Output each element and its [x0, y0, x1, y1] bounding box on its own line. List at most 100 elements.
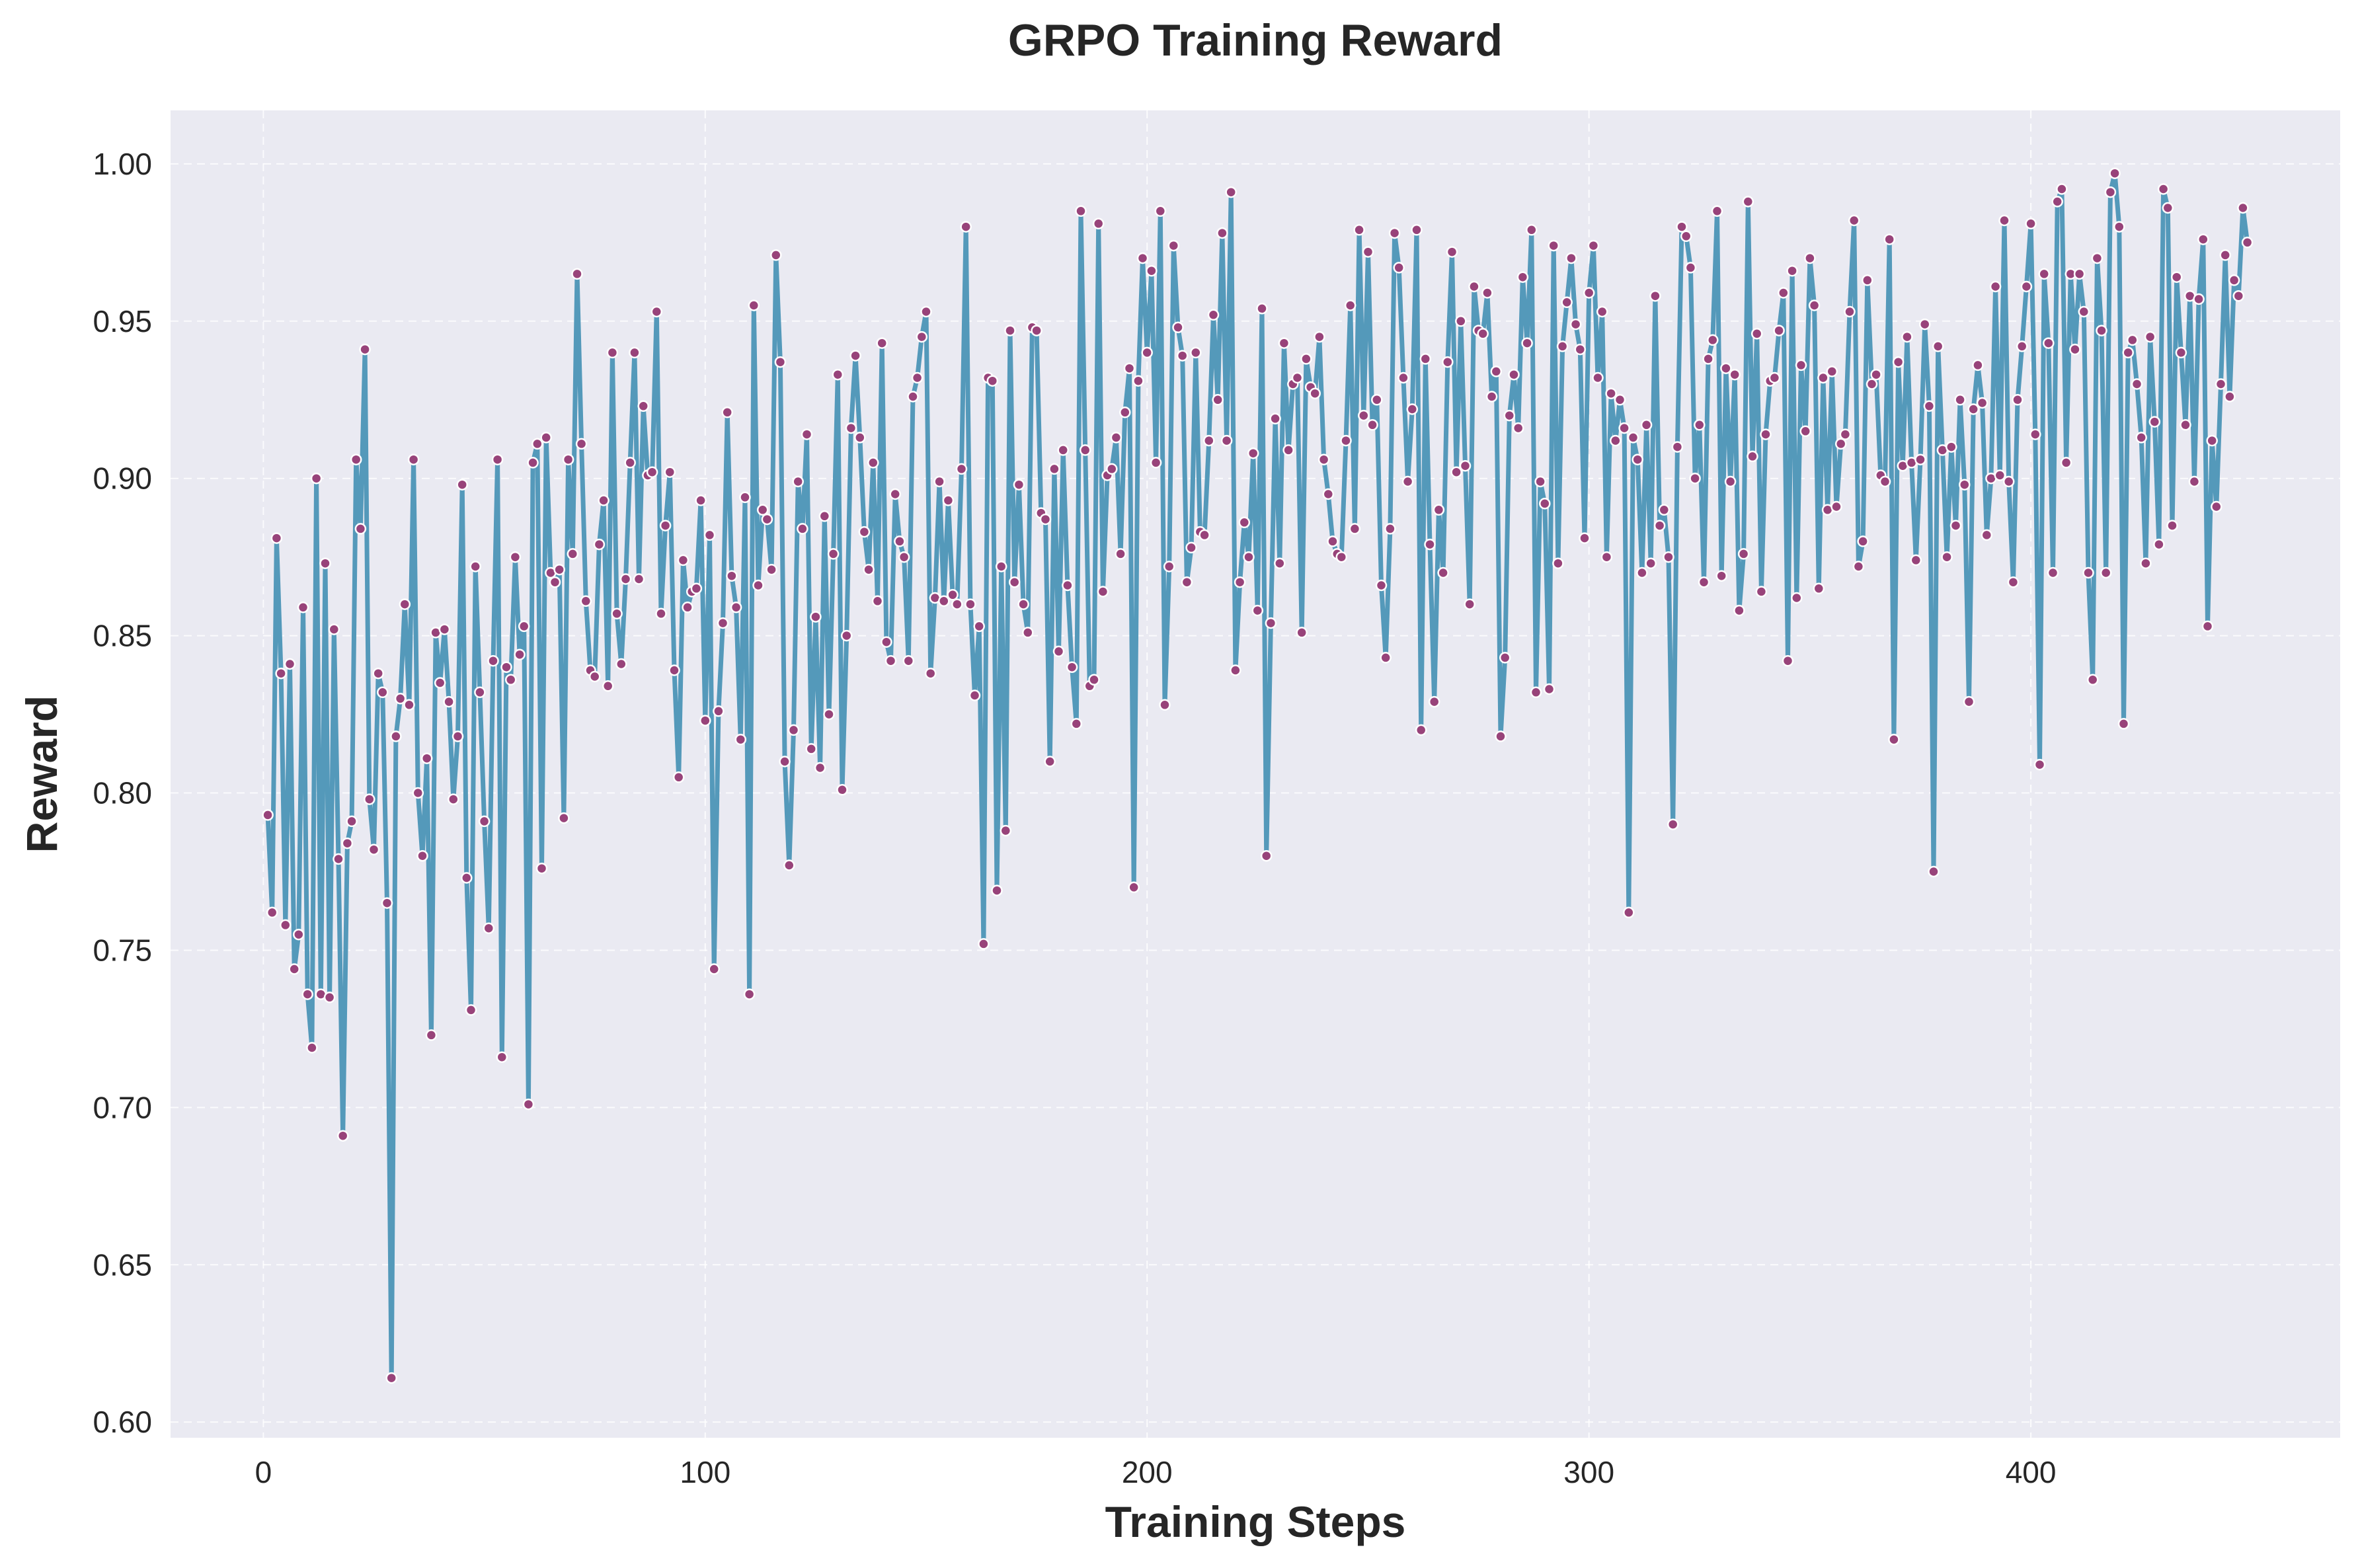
y-tick-label: 0.65 [93, 1247, 152, 1282]
data-point [2073, 268, 2086, 280]
data-point [1932, 340, 1944, 352]
data-point [1892, 356, 1905, 368]
data-point [717, 617, 729, 629]
data-point [611, 608, 623, 620]
data-point [832, 368, 844, 381]
data-point [368, 843, 380, 855]
data-point [1256, 303, 1268, 315]
data-point [1031, 325, 1042, 336]
data-point [1234, 576, 1246, 588]
data-point [1004, 325, 1016, 336]
data-point [1569, 318, 1582, 331]
data-point [381, 897, 393, 909]
data-point [2215, 378, 2227, 390]
data-point [2193, 293, 2205, 305]
data-point [1106, 463, 1118, 475]
data-point [2096, 325, 2107, 336]
data-point [1000, 824, 1012, 837]
data-point [1848, 214, 1860, 227]
data-point [1230, 664, 1241, 676]
data-point [1592, 372, 1604, 384]
data-point [973, 620, 985, 633]
data-point [1092, 217, 1105, 230]
data-point [889, 488, 901, 500]
data-point [443, 695, 455, 708]
data-point [1481, 287, 1493, 299]
data-point [1729, 368, 1741, 381]
data-point [810, 611, 822, 623]
data-point [1296, 627, 1308, 639]
data-point [1618, 422, 1630, 434]
data-point [354, 523, 367, 535]
data-point [1972, 359, 1984, 372]
data-point [1632, 453, 1643, 465]
data-point [1658, 504, 1671, 516]
data-point [491, 453, 504, 465]
data-point [2016, 340, 2028, 352]
data-point [1614, 394, 1626, 406]
y-tick-label: 0.80 [93, 776, 152, 810]
data-point [461, 872, 473, 884]
data-point [779, 756, 791, 767]
data-point [571, 268, 583, 280]
data-point [478, 815, 491, 828]
data-point [1052, 645, 1065, 658]
data-point [328, 623, 340, 635]
data-point [567, 548, 579, 560]
data-point [1212, 394, 1224, 406]
data-point [535, 862, 548, 875]
data-point [1146, 264, 1158, 277]
data-point [1883, 233, 1895, 245]
data-point [739, 491, 751, 504]
y-tick-label: 0.70 [93, 1090, 152, 1124]
data-point [911, 372, 924, 384]
data-point [580, 595, 592, 608]
data-point [1830, 500, 1842, 513]
data-point [487, 654, 499, 667]
data-point [1318, 453, 1330, 465]
data-point [1349, 523, 1361, 535]
data-points [262, 167, 2254, 1384]
data-point [407, 453, 420, 465]
data-point [2043, 337, 2055, 349]
data-point [774, 356, 787, 368]
data-point [266, 906, 278, 919]
data-point [390, 730, 402, 742]
data-point [920, 305, 932, 318]
data-point [1048, 463, 1060, 475]
data-point [306, 1042, 318, 1054]
data-point [575, 438, 588, 450]
data-point [2157, 183, 2170, 195]
data-point [1442, 356, 1454, 368]
data-point [1981, 529, 1993, 541]
data-point [438, 623, 451, 635]
data-point [1755, 586, 1768, 598]
data-point [1163, 561, 1175, 572]
data-point [748, 299, 760, 311]
x-tick-label: 400 [2006, 1455, 2057, 1489]
data-point [955, 463, 968, 475]
y-axis-label: Reward [17, 695, 66, 853]
data-point [1088, 674, 1100, 686]
data-point [2188, 475, 2201, 488]
data-point [1455, 315, 1467, 327]
data-point [385, 1372, 397, 1384]
data-point [1941, 551, 1953, 563]
data-point [1786, 264, 1798, 277]
data-point [2029, 428, 2041, 440]
data-point [947, 589, 959, 601]
data-point [270, 532, 283, 544]
data-point [606, 346, 619, 359]
data-point [2206, 434, 2218, 447]
data-point [1225, 186, 1237, 198]
data-point [1340, 434, 1352, 447]
data-point [2166, 520, 2178, 531]
data-point [1070, 718, 1083, 730]
data-point [2131, 378, 2143, 390]
data-point [1265, 617, 1277, 629]
data-point [1388, 227, 1401, 239]
chart-title: GRPO Training Reward [1008, 15, 1503, 65]
data-point [372, 667, 384, 680]
data-point [496, 1051, 508, 1063]
data-point [637, 400, 649, 412]
